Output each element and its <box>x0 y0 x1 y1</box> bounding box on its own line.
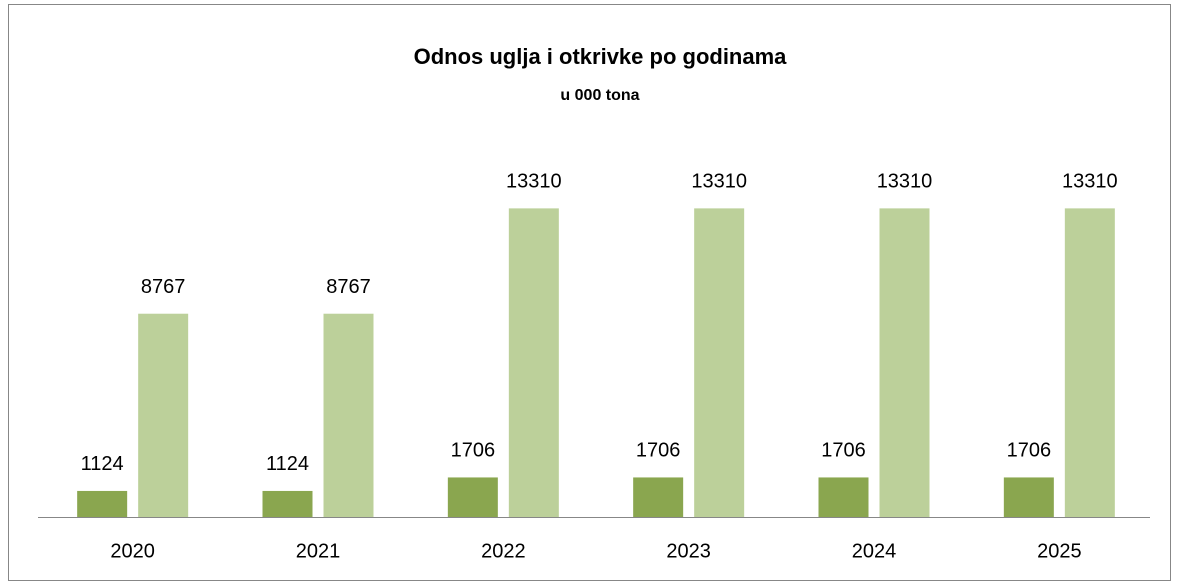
bar <box>262 490 313 517</box>
x-tick-label: 2021 <box>296 540 341 562</box>
bar <box>1003 477 1054 517</box>
bar <box>323 313 374 517</box>
data-label: 1706 <box>636 440 681 462</box>
data-label: 13310 <box>1062 171 1118 193</box>
bar <box>447 477 498 517</box>
x-tick-label: 2020 <box>110 540 155 562</box>
data-label: 8767 <box>141 276 186 298</box>
bar <box>694 208 745 517</box>
bar <box>1064 208 1115 517</box>
x-tick-label: 2023 <box>666 540 711 562</box>
data-label: 1706 <box>821 440 866 462</box>
bar <box>633 477 684 517</box>
x-tick-label: 2024 <box>852 540 897 562</box>
bar <box>508 208 559 517</box>
chart-subtitle: u 000 tona <box>560 87 639 104</box>
data-label: 1706 <box>451 440 496 462</box>
x-tick-label: 2022 <box>481 540 526 562</box>
data-label: 13310 <box>506 171 562 193</box>
data-label: 1124 <box>266 453 309 475</box>
data-label: 1124 <box>81 453 124 475</box>
data-label: 13310 <box>877 171 933 193</box>
x-tick-label: 2025 <box>1037 540 1082 562</box>
bar <box>818 477 869 517</box>
data-label: 1706 <box>1007 440 1052 462</box>
bar <box>138 313 189 517</box>
data-label: 8767 <box>326 276 371 298</box>
chart-frame <box>8 4 1171 581</box>
bar <box>879 208 930 517</box>
data-label: 13310 <box>691 171 747 193</box>
bar <box>77 490 128 517</box>
chart-title: Odnos uglja i otkrivke po godinama <box>414 44 788 69</box>
